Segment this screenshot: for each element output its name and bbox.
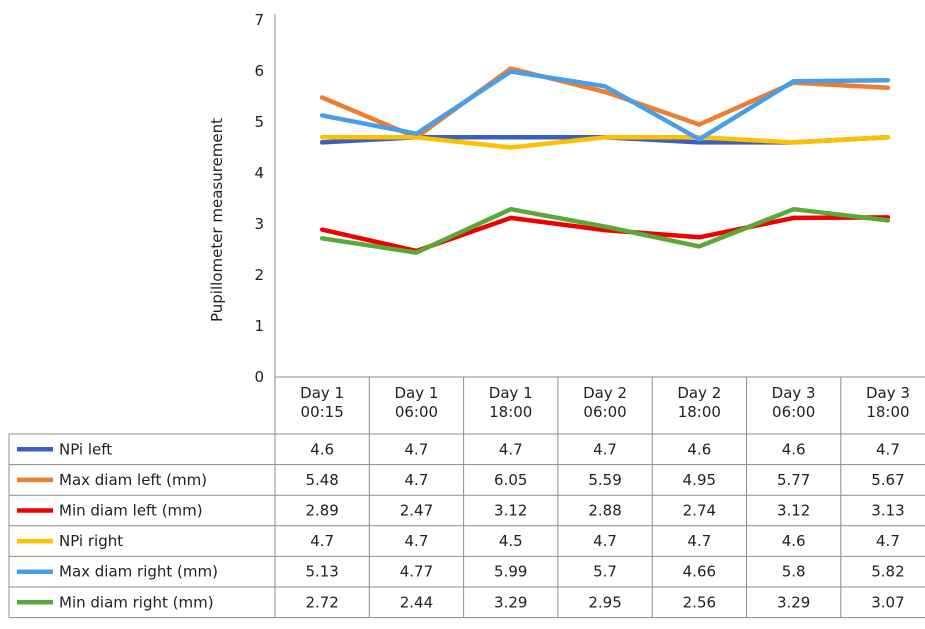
- series-line: [319, 69, 891, 142]
- table-cell-value: 4.95: [683, 471, 716, 489]
- x-category-label: Day 2 06:00: [583, 384, 627, 421]
- y-tick-label: 7: [254, 11, 264, 29]
- table-cell-value: 4.7: [876, 440, 900, 458]
- x-category-label-line: Day 3: [866, 384, 910, 402]
- table-cell-value: 4.5: [499, 532, 523, 550]
- x-category-label-line: Day 1: [394, 384, 438, 402]
- table-cell-value: 2.47: [400, 502, 433, 520]
- y-tick-label: 1: [254, 317, 264, 335]
- x-category-label: Day 2 18:00: [677, 384, 721, 421]
- series-line: [319, 215, 891, 254]
- table-cell-value: 5.82: [871, 563, 904, 581]
- table-cell-value: 5.48: [305, 471, 338, 489]
- table-cell-value: 4.77: [400, 563, 433, 581]
- table-cell-value: 2.56: [683, 593, 716, 611]
- table-cell-value: 5.99: [494, 563, 527, 581]
- table-cell-value: 4.7: [405, 440, 429, 458]
- table-cell-value: 5.8: [782, 563, 806, 581]
- table-cell-value: 3.12: [777, 502, 810, 520]
- table-cell-value: 4.6: [310, 440, 334, 458]
- series-line: [319, 66, 891, 140]
- table-cell-value: 3.29: [777, 593, 810, 611]
- x-category-label-line: Day 2: [677, 384, 721, 402]
- y-tick-label: 6: [254, 62, 264, 80]
- data-table: NPi left 4.6 4.7 4.7 4.7 4.6 4.6 4.7 Max diam le…: [17, 440, 905, 611]
- x-category-label: Day 1 00:15: [300, 384, 344, 421]
- legend-label: Max diam right (mm): [59, 563, 218, 581]
- series-line: [319, 135, 891, 150]
- x-category-label-line: 00:15: [301, 403, 344, 421]
- table-cell-value: 2.74: [683, 502, 716, 520]
- table-cell-value: 4.7: [499, 440, 523, 458]
- y-tick-label: 3: [254, 215, 264, 233]
- table-cell-value: 5.7: [593, 563, 617, 581]
- table-cell-value: 6.05: [494, 471, 527, 489]
- table-cell-value: 4.7: [310, 532, 334, 550]
- table-cell-value: 5.77: [777, 471, 810, 489]
- table-cell-value: 2.88: [588, 502, 621, 520]
- table-cell-value: 2.95: [588, 593, 621, 611]
- table-cell-value: 4.7: [593, 440, 617, 458]
- x-category-label-line: 18:00: [489, 403, 532, 421]
- x-category-label-line: Day 2: [583, 384, 627, 402]
- table-cell-value: 3.29: [494, 593, 527, 611]
- x-category-label-line: 06:00: [772, 403, 815, 421]
- y-tick-label: 4: [254, 164, 264, 182]
- legend-label: NPi left: [59, 440, 112, 458]
- table-cell-value: 5.59: [588, 471, 621, 489]
- x-category-label-line: 18:00: [866, 403, 909, 421]
- y-axis-label: Pupillometer measurement: [208, 118, 226, 322]
- x-category-label-line: 18:00: [678, 403, 721, 421]
- x-category-label-line: Day 1: [300, 384, 344, 402]
- legend-label: Min diam left (mm): [59, 502, 203, 520]
- x-category-label-line: Day 1: [489, 384, 533, 402]
- y-tick-label: 5: [254, 113, 264, 131]
- series-line: [319, 206, 891, 255]
- table-cell-value: 4.7: [405, 471, 429, 489]
- x-category-label-line: 06:00: [395, 403, 438, 421]
- table-cell-value: 4.7: [687, 532, 711, 550]
- table-cell-value: 3.13: [871, 502, 904, 520]
- table-cell-value: 4.6: [782, 532, 806, 550]
- x-category-label-line: Day 3: [772, 384, 816, 402]
- x-category-label: Day 3 06:00: [772, 384, 816, 421]
- series-lines: [319, 66, 891, 255]
- table-cell-value: 4.7: [405, 532, 429, 550]
- table-cell-value: 4.7: [593, 532, 617, 550]
- x-category-label: Day 3 18:00: [866, 384, 910, 421]
- table-cell-value: 3.07: [871, 593, 904, 611]
- table-cell-value: 2.89: [305, 502, 338, 520]
- table-cell-value: 2.44: [400, 593, 433, 611]
- x-category-label: Day 1 18:00: [489, 384, 533, 421]
- y-tick-label: 0: [254, 368, 264, 386]
- table-cell-value: 4.66: [683, 563, 716, 581]
- table-cell-value: 5.67: [871, 471, 904, 489]
- table-cell-value: 3.12: [494, 502, 527, 520]
- legend-label: NPi right: [59, 532, 123, 550]
- table-cell-value: 4.6: [782, 440, 806, 458]
- x-category-label-line: 06:00: [583, 403, 626, 421]
- legend-label: Min diam right (mm): [59, 593, 214, 611]
- y-tick-label: 2: [254, 266, 264, 284]
- table-cell-value: 4.7: [876, 532, 900, 550]
- table-cell-value: 5.13: [305, 563, 338, 581]
- legend-label: Max diam left (mm): [59, 471, 207, 489]
- table-cell-value: 2.72: [305, 593, 338, 611]
- table-cell-value: 4.6: [687, 440, 711, 458]
- x-category-label: Day 1 06:00: [394, 384, 438, 421]
